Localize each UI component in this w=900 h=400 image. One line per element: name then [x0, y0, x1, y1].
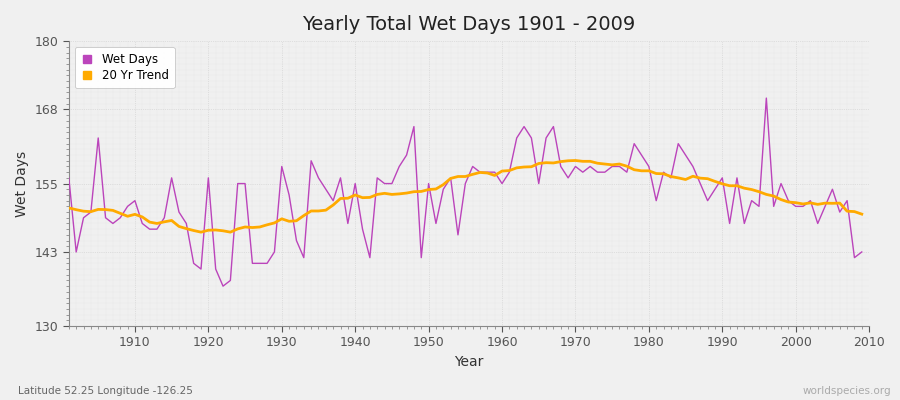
Legend: Wet Days, 20 Yr Trend: Wet Days, 20 Yr Trend — [75, 47, 175, 88]
20 Yr Trend — [63, 206, 74, 210]
20 Yr Trend — [291, 218, 302, 223]
Y-axis label: Wet Days: Wet Days — [15, 150, 29, 217]
Line: Wet Days: Wet Days — [68, 98, 862, 286]
Wet Days — [335, 176, 346, 180]
Wet Days — [592, 170, 603, 174]
20 Yr Trend — [570, 158, 580, 163]
Wet Days — [122, 204, 133, 209]
20 Yr Trend — [195, 230, 206, 234]
20 Yr Trend — [857, 212, 868, 216]
Wet Days — [497, 181, 508, 186]
Wet Days — [760, 96, 771, 100]
Title: Yearly Total Wet Days 1901 - 2009: Yearly Total Wet Days 1901 - 2009 — [302, 15, 635, 34]
Wet Days — [218, 284, 229, 288]
Wet Days — [504, 170, 515, 174]
Wet Days — [291, 238, 302, 243]
20 Yr Trend — [122, 214, 133, 219]
X-axis label: Year: Year — [454, 355, 483, 369]
20 Yr Trend — [335, 196, 346, 201]
Wet Days — [63, 176, 74, 180]
20 Yr Trend — [497, 169, 508, 174]
Line: 20 Yr Trend: 20 Yr Trend — [68, 160, 862, 232]
Text: Latitude 52.25 Longitude -126.25: Latitude 52.25 Longitude -126.25 — [18, 386, 193, 396]
Text: worldspecies.org: worldspecies.org — [803, 386, 891, 396]
Wet Days — [857, 250, 868, 254]
20 Yr Trend — [504, 168, 515, 173]
20 Yr Trend — [599, 162, 610, 166]
